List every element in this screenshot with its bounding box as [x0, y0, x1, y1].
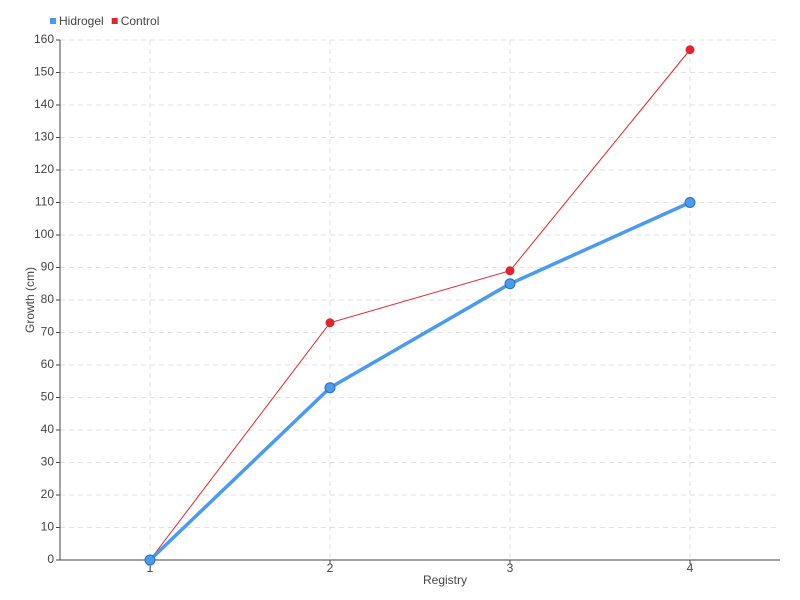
y-tick-label: 110: [35, 195, 54, 209]
y-tick-label: 30: [41, 455, 55, 469]
data-point: [505, 266, 515, 276]
y-tick-label: 130: [34, 130, 54, 144]
x-tick-label: 3: [507, 561, 514, 575]
y-tick-label: 140: [34, 97, 54, 111]
y-tick-label: 120: [34, 162, 54, 176]
y-tick-label: 60: [41, 357, 55, 371]
y-tick-label: 100: [34, 227, 54, 241]
legend-label: Hidrogel: [59, 14, 104, 28]
y-tick-label: 70: [41, 325, 55, 339]
y-tick-label: 10: [41, 520, 55, 534]
data-point: [685, 45, 695, 55]
y-axis-label: Growth (cm): [23, 267, 37, 333]
data-point: [684, 197, 696, 208]
data-point: [144, 554, 156, 566]
series-line: [148, 200, 691, 562]
y-tick-label: 0: [47, 552, 54, 566]
x-axis-label: Registry: [423, 573, 467, 587]
data-point: [325, 318, 335, 328]
data-point: [324, 382, 336, 394]
legend-swatch: [50, 18, 56, 24]
x-tick-label: 1: [147, 561, 154, 575]
x-tick-label: 2: [327, 561, 334, 575]
y-tick-label: 40: [41, 422, 55, 436]
y-tick-label: 90: [41, 260, 55, 274]
x-tick-label: 4: [687, 561, 694, 575]
legend-swatch: [111, 18, 118, 24]
y-tick-label: 80: [41, 292, 55, 306]
series-line: [149, 49, 691, 561]
y-tick-label: 160: [34, 32, 54, 46]
y-tick-label: 20: [41, 487, 55, 501]
data-point: [504, 278, 516, 290]
y-tick-label: 50: [41, 390, 55, 404]
legend-label: Control: [121, 14, 160, 28]
y-tick-label: 150: [34, 65, 54, 79]
